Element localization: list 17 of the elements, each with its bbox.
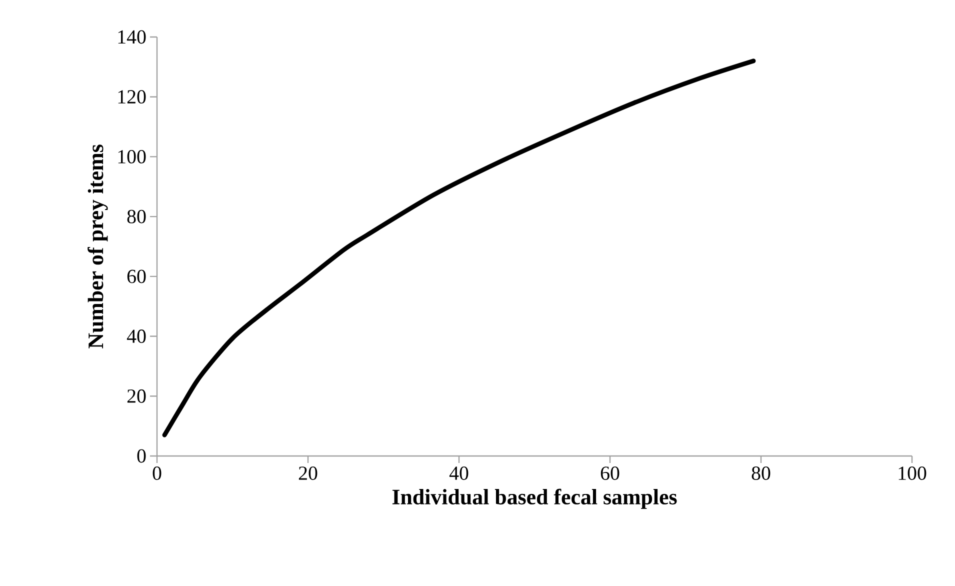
y-tick-label: 140 <box>118 30 146 44</box>
y-axis-title: Number of prey items <box>88 144 108 348</box>
y-tick-label: 100 <box>118 150 146 164</box>
y-tick-label: 40 <box>126 330 146 343</box>
x-tick-label: 100 <box>898 466 926 480</box>
x-tick-label: 80 <box>752 466 770 480</box>
line-series <box>162 58 756 438</box>
y-tick-label: 0 <box>137 449 146 463</box>
y-tick-label: 20 <box>127 389 146 403</box>
x-tick-label: 40 <box>449 466 468 480</box>
x-tick-label: 60 <box>600 466 620 480</box>
x-tick-label: 0 <box>152 466 162 480</box>
x-tick-label: 20 <box>298 466 318 480</box>
x-axis-title: Individual based fecal samples <box>392 488 677 509</box>
y-tick-label: 80 <box>127 210 146 224</box>
y-tick-label: 120 <box>118 90 146 104</box>
y-tick-label: 60 <box>127 270 146 284</box>
